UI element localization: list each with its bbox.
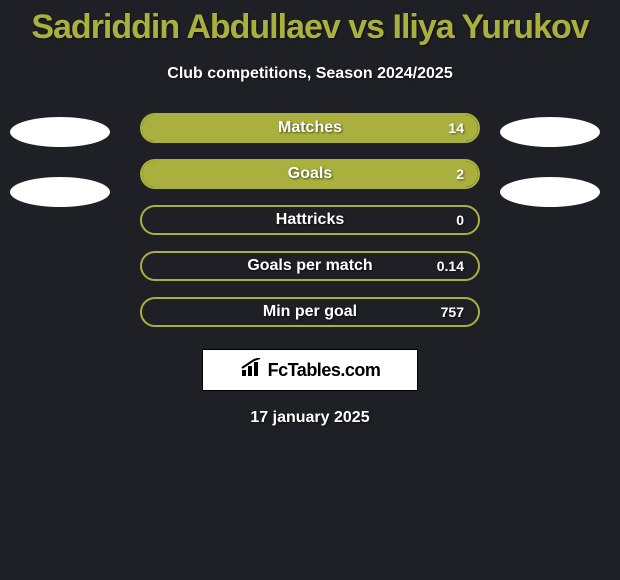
brand-text: FcTables.com: [268, 360, 381, 381]
avatar-column-right: [500, 113, 610, 327]
brand-box: FcTables.com: [202, 349, 418, 391]
bar-label: Goals: [288, 165, 332, 183]
avatar: [500, 117, 600, 147]
bar-row: Goals 2: [140, 159, 480, 189]
bar-label: Matches: [278, 119, 342, 137]
bar-row: Goals per match 0.14: [140, 251, 480, 281]
avatar-column-left: [10, 113, 120, 327]
bars-container: Matches 14 Goals 2 Hattricks 0 Goals per match…: [140, 113, 480, 327]
page-subtitle: Club competitions, Season 2024/2025: [167, 65, 452, 83]
bar-value: 0: [456, 212, 464, 228]
bar-row: Matches 14: [140, 113, 480, 143]
date-line: 17 january 2025: [250, 409, 369, 427]
bar-value: 14: [448, 120, 464, 136]
page-title: Sadriddin Abdullaev vs Iliya Yurukov: [31, 8, 588, 47]
bar-value: 0.14: [437, 258, 464, 274]
bar-value: 2: [456, 166, 464, 182]
bar-label: Hattricks: [276, 211, 344, 229]
bar-row: Min per goal 757: [140, 297, 480, 327]
chart-area: Matches 14 Goals 2 Hattricks 0 Goals per match…: [0, 113, 620, 327]
bar-label: Min per goal: [263, 303, 357, 321]
avatar: [500, 177, 600, 207]
avatar: [10, 117, 110, 147]
comparison-infographic: Sadriddin Abdullaev vs Iliya Yurukov Clu…: [0, 0, 620, 580]
brand-icon: [240, 358, 264, 383]
bar-label: Goals per match: [247, 257, 372, 275]
bar-value: 757: [441, 304, 464, 320]
bar-row: Hattricks 0: [140, 205, 480, 235]
avatar: [10, 177, 110, 207]
